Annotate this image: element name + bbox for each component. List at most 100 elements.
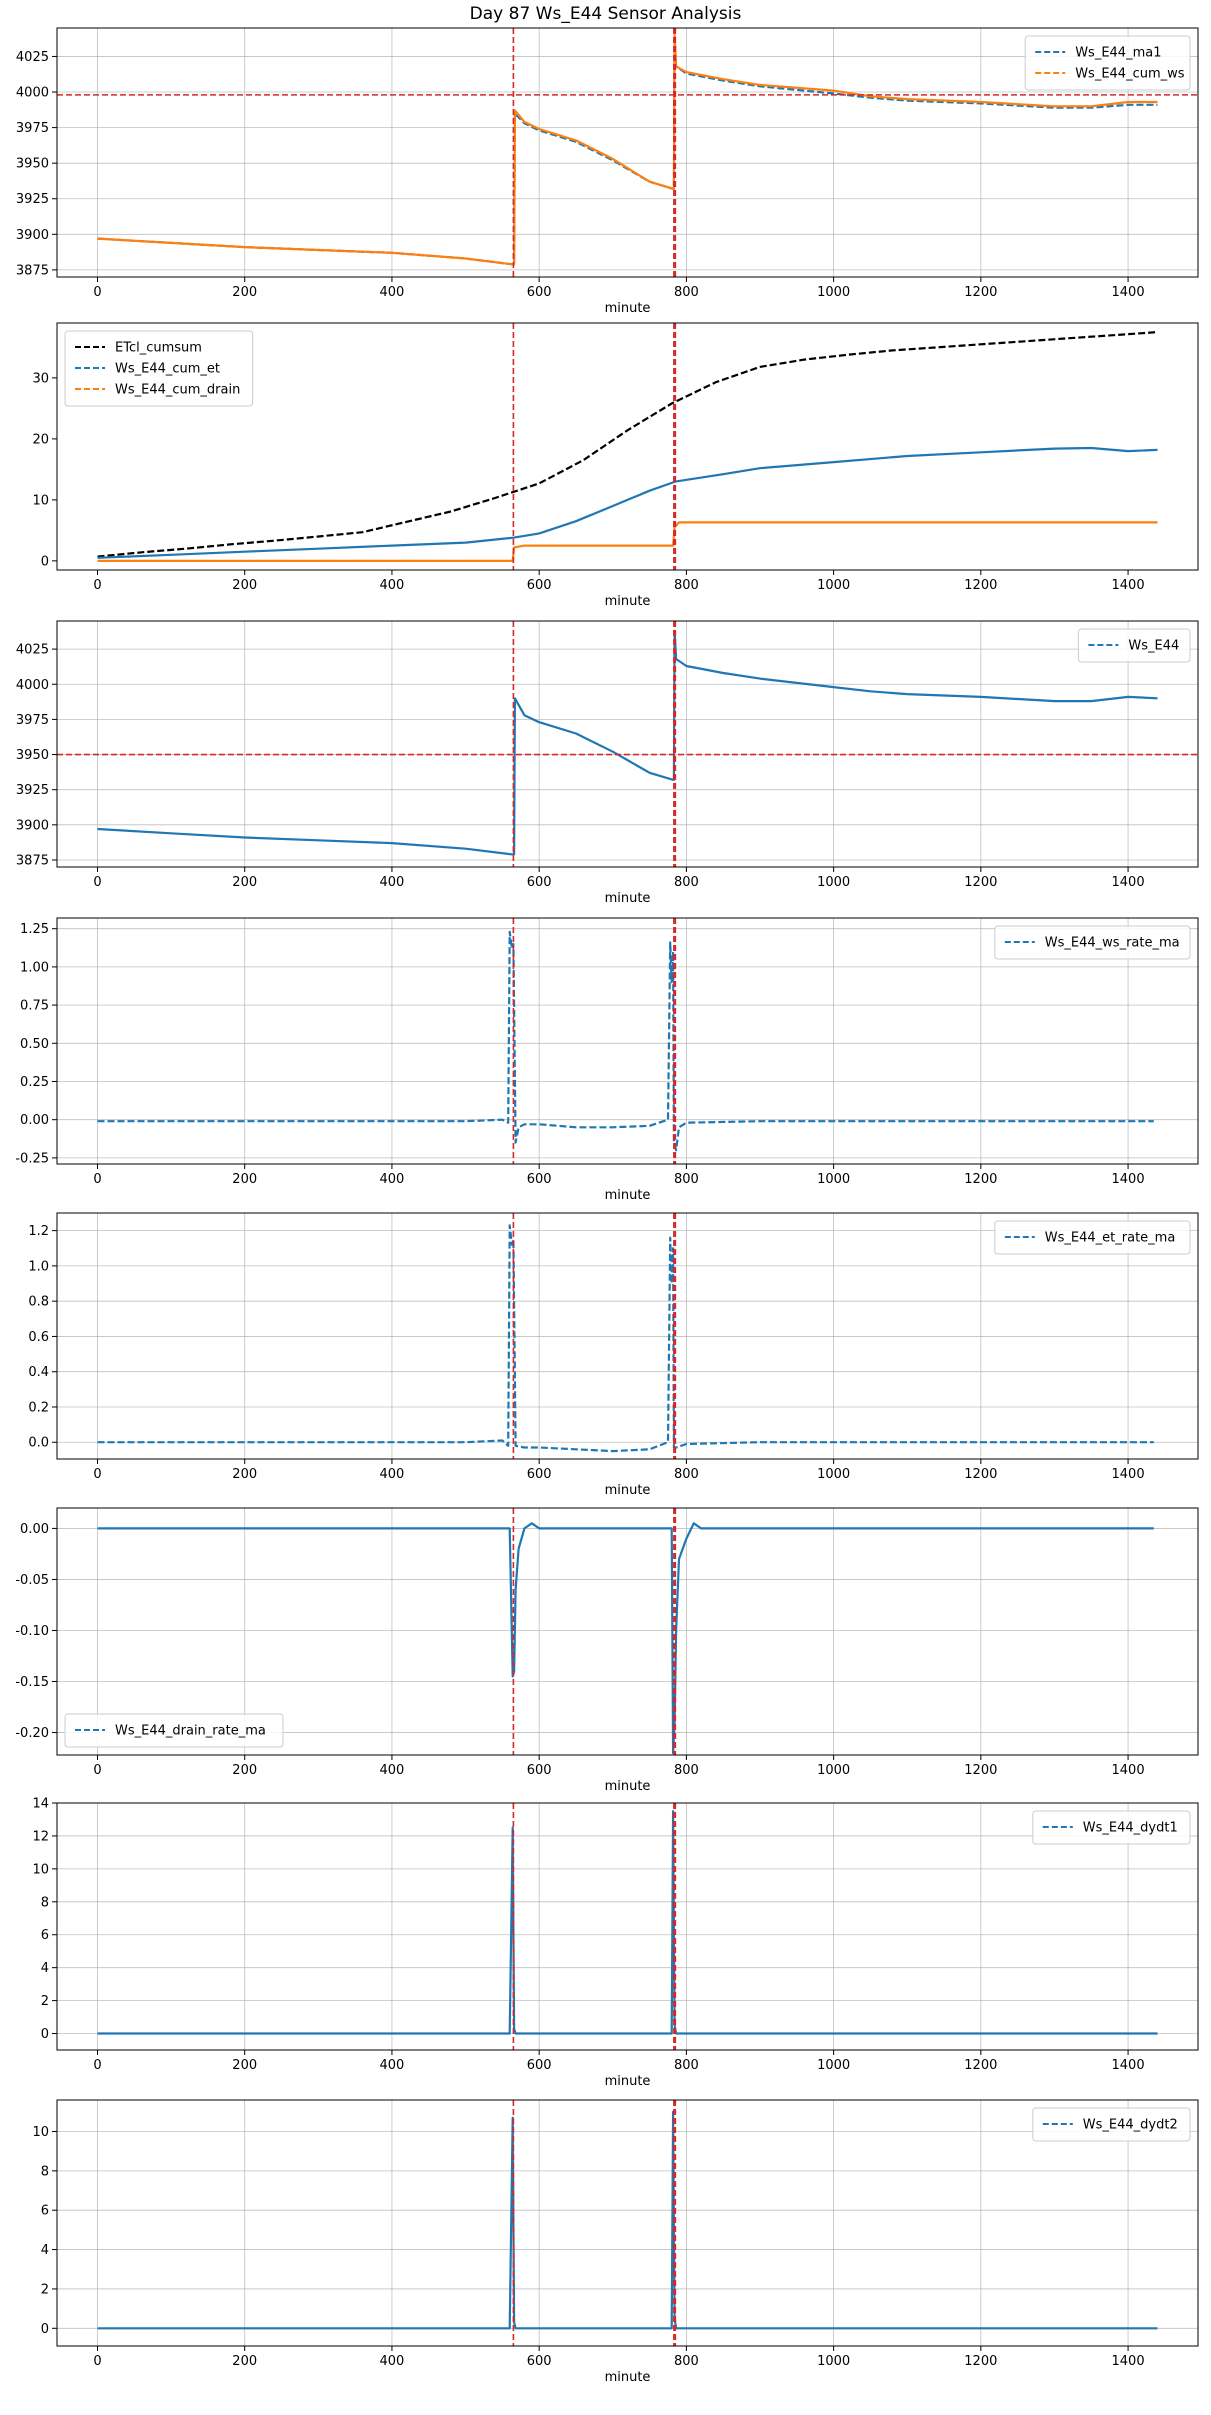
series-line-Ws_E44_cum_drain — [97, 521, 1158, 563]
x-tick-label: 200 — [232, 285, 257, 300]
series-line-Ws_E44_dydt2 — [97, 2110, 1158, 2330]
y-tick-label: 3900 — [16, 228, 49, 243]
x-tick-label: 1200 — [964, 1763, 997, 1778]
x-tick-label: 800 — [674, 2354, 699, 2369]
y-tick-label: 4000 — [16, 678, 49, 693]
legend-label: Ws_E44_ma1 — [1075, 46, 1161, 61]
y-tick-label: 4 — [41, 2243, 49, 2258]
x-tick-label: 600 — [527, 285, 552, 300]
legend-label: Ws_E44_dydt2 — [1083, 2118, 1178, 2133]
y-tick-label: 8 — [41, 2164, 49, 2179]
x-tick-label: 400 — [380, 875, 405, 890]
series-line-Ws_E44_ma1 — [97, 36, 1158, 266]
x-tick-label: 1400 — [1112, 1467, 1145, 1482]
x-tick-label: 800 — [674, 875, 699, 890]
x-tick-label: 600 — [527, 1467, 552, 1482]
y-tick-label: 8 — [41, 1895, 49, 1910]
y-tick-label: 2 — [41, 2282, 49, 2297]
y-tick-label: -0.15 — [15, 1675, 49, 1690]
x-axis-label: minute — [605, 2370, 651, 2385]
x-tick-label: 600 — [527, 1763, 552, 1778]
axes-frame — [56, 1507, 1199, 1756]
y-tick-label: 3975 — [16, 121, 49, 136]
y-tick-label: 0.4 — [28, 1365, 49, 1380]
x-tick-label: 200 — [232, 1763, 257, 1778]
y-tick-label: 0.00 — [20, 1113, 49, 1128]
x-tick-label: 0 — [93, 578, 101, 593]
y-tick-label: 4025 — [16, 643, 49, 658]
legend-label: ETcl_cumsum — [115, 341, 202, 356]
axes-frame — [56, 620, 1199, 868]
y-tick-label: 3950 — [16, 157, 49, 172]
x-tick-label: 1200 — [964, 875, 997, 890]
x-tick-label: 600 — [527, 875, 552, 890]
y-tick-label: 3950 — [16, 748, 49, 763]
legend-label: Ws_E44_dydt1 — [1083, 1821, 1178, 1836]
y-tick-label: 3875 — [16, 263, 49, 278]
x-tick-label: 400 — [380, 1763, 405, 1778]
y-tick-label: 0.00 — [20, 1522, 49, 1537]
legend-label: Ws_E44_cum_et — [115, 362, 220, 377]
x-tick-label: 1400 — [1112, 875, 1145, 890]
x-axis-label: minute — [605, 1779, 651, 1794]
x-tick-label: 1000 — [817, 2354, 850, 2369]
y-tick-label: 6 — [41, 1928, 49, 1943]
x-tick-label: 1400 — [1112, 2058, 1145, 2073]
series-line-Ws_E44_dydt1 — [97, 1810, 1158, 2035]
series-line-Ws_E44_cum_ws — [97, 33, 1158, 266]
x-tick-label: 1000 — [817, 1763, 850, 1778]
series-line-Ws_E44_cum_et — [97, 446, 1158, 559]
x-tick-label: 1400 — [1112, 285, 1145, 300]
x-tick-label: 400 — [380, 578, 405, 593]
y-tick-label: 0.75 — [20, 999, 49, 1014]
x-tick-label: 600 — [527, 578, 552, 593]
y-tick-label: 0.50 — [20, 1037, 49, 1052]
y-tick-label: 1.2 — [28, 1224, 49, 1239]
y-tick-label: 12 — [32, 1829, 49, 1844]
legend-box — [64, 1713, 284, 1748]
y-tick-label: 0.0 — [28, 1436, 49, 1451]
y-tick-label: 1.25 — [20, 922, 49, 937]
x-tick-label: 800 — [674, 2058, 699, 2073]
legend-label: Ws_E44_ws_rate_ma — [1045, 936, 1180, 951]
x-tick-label: 1400 — [1112, 1172, 1145, 1187]
y-tick-label: -0.10 — [15, 1624, 49, 1639]
x-tick-label: 400 — [380, 1172, 405, 1187]
legend-label: Ws_E44_et_rate_ma — [1045, 1231, 1176, 1246]
legend-box — [1032, 1810, 1191, 1845]
y-tick-label: 0.8 — [28, 1295, 49, 1310]
x-tick-label: 800 — [674, 578, 699, 593]
y-tick-label: 1.00 — [20, 960, 49, 975]
y-tick-label: 4025 — [16, 50, 49, 65]
x-tick-label: 1000 — [817, 1467, 850, 1482]
x-tick-label: 400 — [380, 2354, 405, 2369]
x-axis-label: minute — [605, 594, 651, 609]
x-tick-label: 1200 — [964, 2058, 997, 2073]
y-tick-label: 0.25 — [20, 1075, 49, 1090]
x-tick-label: 600 — [527, 2058, 552, 2073]
y-tick-label: 30 — [32, 371, 49, 386]
y-tick-label: 0 — [41, 2322, 49, 2337]
series-line-Ws_E44_et_rate_ma — [97, 1224, 1154, 1453]
series-line-ETcl_cumsum — [97, 331, 1158, 558]
x-tick-label: 800 — [674, 285, 699, 300]
x-tick-label: 0 — [93, 1763, 101, 1778]
axes-frame — [56, 2099, 1199, 2347]
x-tick-label: 800 — [674, 1763, 699, 1778]
figure-title: Day 87 Ws_E44 Sensor Analysis — [469, 4, 742, 24]
x-tick-label: 1400 — [1112, 1763, 1145, 1778]
x-tick-label: 200 — [232, 2354, 257, 2369]
y-tick-label: -0.25 — [15, 1151, 49, 1166]
x-tick-label: 200 — [232, 875, 257, 890]
x-tick-label: 200 — [232, 1172, 257, 1187]
series-line-Ws_E44_drain_rate_ma — [97, 1522, 1154, 1755]
legend-label: Ws_E44_drain_rate_ma — [115, 1724, 266, 1739]
x-tick-label: 1000 — [817, 1172, 850, 1187]
legend-box — [994, 1220, 1191, 1255]
y-tick-label: 3900 — [16, 818, 49, 833]
y-tick-label: 3925 — [16, 783, 49, 798]
x-axis-label: minute — [605, 891, 651, 906]
x-tick-label: 600 — [527, 2354, 552, 2369]
x-tick-label: 400 — [380, 1467, 405, 1482]
y-tick-label: 10 — [32, 2125, 49, 2140]
